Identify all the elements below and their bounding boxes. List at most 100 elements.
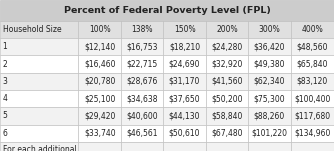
- Bar: [0, 125, 78, 142]
- Text: $58,840: $58,840: [211, 111, 242, 120]
- Text: $100,400: $100,400: [294, 94, 330, 103]
- Bar: [78, 142, 121, 151]
- Text: $24,690: $24,690: [169, 60, 200, 69]
- Text: $46,561: $46,561: [126, 129, 158, 138]
- Bar: [163, 73, 206, 90]
- Text: $62,340: $62,340: [254, 77, 285, 86]
- Text: $34,638: $34,638: [126, 94, 158, 103]
- Text: 1: 1: [3, 42, 7, 51]
- Text: $67,480: $67,480: [211, 129, 243, 138]
- Bar: [0, 38, 78, 55]
- Bar: [121, 38, 163, 55]
- Text: 150%: 150%: [174, 25, 195, 34]
- Text: $48,560: $48,560: [297, 42, 328, 51]
- Text: $28,676: $28,676: [127, 77, 158, 86]
- Bar: [163, 55, 206, 73]
- Text: $33,740: $33,740: [84, 129, 116, 138]
- Text: 5: 5: [3, 111, 8, 120]
- Bar: [121, 107, 163, 125]
- Bar: [121, 73, 163, 90]
- Bar: [248, 142, 291, 151]
- Bar: [78, 55, 121, 73]
- Bar: [78, 21, 121, 38]
- Text: $88,260: $88,260: [254, 111, 285, 120]
- Bar: [78, 38, 121, 55]
- Text: 2: 2: [3, 60, 7, 69]
- Text: $24,280: $24,280: [211, 42, 242, 51]
- Text: $12,140: $12,140: [84, 42, 115, 51]
- Bar: [0, 55, 78, 73]
- Bar: [0, 90, 78, 107]
- Bar: [248, 21, 291, 38]
- Text: $31,170: $31,170: [169, 77, 200, 86]
- Bar: [248, 107, 291, 125]
- Bar: [206, 107, 248, 125]
- Text: $37,650: $37,650: [169, 94, 200, 103]
- Text: $134,960: $134,960: [294, 129, 330, 138]
- Text: 400%: 400%: [301, 25, 323, 34]
- Bar: [121, 125, 163, 142]
- Text: $22,715: $22,715: [127, 60, 158, 69]
- Bar: [0, 73, 78, 90]
- Bar: [248, 125, 291, 142]
- Bar: [163, 21, 206, 38]
- Bar: [0, 107, 78, 125]
- Text: 3: 3: [3, 77, 8, 86]
- Bar: [291, 142, 334, 151]
- Text: 100%: 100%: [89, 25, 111, 34]
- Bar: [0, 21, 78, 38]
- Bar: [0, 142, 78, 151]
- Bar: [291, 55, 334, 73]
- Text: $40,600: $40,600: [126, 111, 158, 120]
- Text: $75,300: $75,300: [254, 94, 285, 103]
- Text: $41,560: $41,560: [211, 77, 243, 86]
- Bar: [121, 90, 163, 107]
- Text: $117,680: $117,680: [294, 111, 330, 120]
- Bar: [78, 107, 121, 125]
- Bar: [291, 38, 334, 55]
- Bar: [163, 107, 206, 125]
- Text: 138%: 138%: [131, 25, 153, 34]
- Bar: [206, 142, 248, 151]
- Bar: [291, 107, 334, 125]
- Bar: [78, 73, 121, 90]
- Text: 4: 4: [3, 94, 8, 103]
- Text: $65,840: $65,840: [297, 60, 328, 69]
- Text: $50,200: $50,200: [211, 94, 243, 103]
- Bar: [206, 55, 248, 73]
- Bar: [291, 125, 334, 142]
- Bar: [206, 125, 248, 142]
- Bar: [248, 38, 291, 55]
- Bar: [291, 73, 334, 90]
- Text: $36,420: $36,420: [254, 42, 285, 51]
- Bar: [121, 142, 163, 151]
- Bar: [291, 21, 334, 38]
- Bar: [206, 21, 248, 38]
- Text: $20,780: $20,780: [84, 77, 115, 86]
- Bar: [163, 142, 206, 151]
- Text: $101,220: $101,220: [252, 129, 287, 138]
- Text: $18,210: $18,210: [169, 42, 200, 51]
- Bar: [248, 90, 291, 107]
- Text: $25,100: $25,100: [84, 94, 115, 103]
- Bar: [291, 90, 334, 107]
- Text: 300%: 300%: [259, 25, 280, 34]
- Text: $16,460: $16,460: [84, 60, 116, 69]
- Bar: [163, 38, 206, 55]
- Bar: [248, 55, 291, 73]
- Bar: [78, 90, 121, 107]
- Bar: [121, 55, 163, 73]
- Bar: [163, 90, 206, 107]
- Text: $50,610: $50,610: [169, 129, 200, 138]
- Text: 200%: 200%: [216, 25, 238, 34]
- Text: $16,753: $16,753: [126, 42, 158, 51]
- Text: $44,130: $44,130: [169, 111, 200, 120]
- Bar: [78, 125, 121, 142]
- Bar: [163, 125, 206, 142]
- Text: For each additional
person, add: For each additional person, add: [3, 145, 76, 151]
- Text: Percent of Federal Poverty Level (FPL): Percent of Federal Poverty Level (FPL): [63, 6, 271, 15]
- Bar: [248, 73, 291, 90]
- Text: $49,380: $49,380: [254, 60, 285, 69]
- Text: $83,120: $83,120: [297, 77, 328, 86]
- Text: Household Size: Household Size: [3, 25, 61, 34]
